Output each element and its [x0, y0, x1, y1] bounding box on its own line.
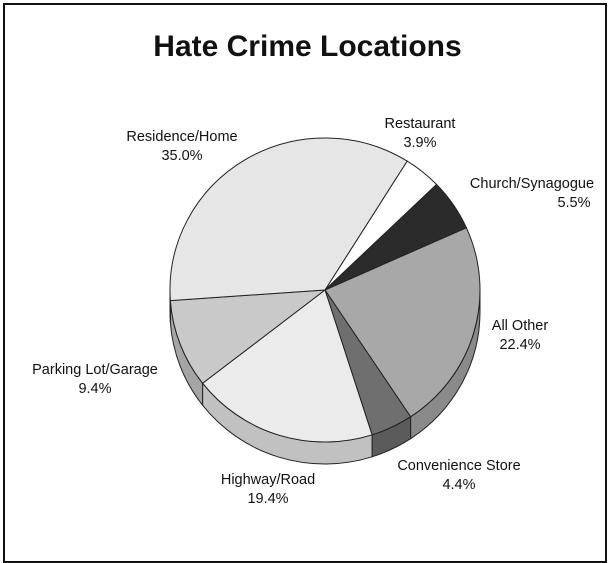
slice-label: All Other — [492, 318, 549, 334]
slice-value-label: 35.0% — [161, 148, 202, 164]
slice-label: Convenience Store — [397, 458, 520, 474]
slice-value-label: 22.4% — [499, 337, 540, 353]
slice-label: Parking Lot/Garage — [32, 362, 158, 378]
pie-top — [170, 138, 480, 442]
slice-label: Residence/Home — [126, 129, 237, 145]
slice-label: Restaurant — [385, 116, 456, 132]
slice-label: Highway/Road — [221, 472, 315, 488]
slice-label: Church/Synagogue — [470, 176, 594, 192]
slice-value-label: 4.4% — [442, 477, 475, 493]
slice-value-label: 5.5% — [557, 195, 590, 211]
slice-value-label: 19.4% — [247, 491, 288, 507]
pie-chart: Restaurant 3.9% Church/Synagogue 5.5% All Ot… — [0, 0, 615, 549]
slice-value-label: 9.4% — [78, 381, 111, 397]
slice-value-label: 3.9% — [403, 135, 436, 151]
